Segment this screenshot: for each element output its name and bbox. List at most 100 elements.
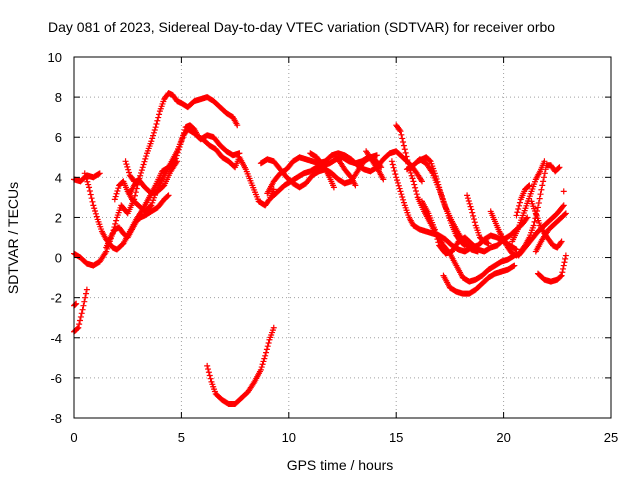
data-point [150, 129, 157, 136]
data-point [562, 210, 569, 217]
data-point [538, 186, 545, 193]
data-point [557, 273, 564, 280]
data-point [135, 178, 142, 185]
series-arc-25 [509, 158, 548, 245]
data-point [86, 184, 93, 191]
data-point [524, 214, 531, 221]
data-point [560, 202, 567, 209]
series-arc-18 [393, 122, 518, 285]
data-point [558, 238, 565, 245]
y-tick-label: -4 [50, 331, 62, 346]
data-point [152, 124, 159, 131]
series-arc-9 [71, 300, 80, 309]
data-point [513, 246, 520, 253]
data-point [83, 286, 90, 293]
data-point [92, 208, 99, 215]
data-point [138, 169, 145, 176]
data-point [426, 157, 433, 164]
data-point [259, 361, 266, 368]
data-point [413, 191, 420, 198]
series-arc-30 [534, 252, 569, 285]
data-point [89, 198, 96, 205]
data-point [534, 204, 541, 211]
data-point [525, 183, 532, 190]
data-point [113, 190, 120, 197]
data-point [556, 164, 563, 171]
data-point [435, 181, 442, 188]
data-point [204, 362, 211, 369]
data-point [470, 216, 477, 223]
data-point [236, 150, 243, 157]
y-tick-label: -8 [50, 411, 62, 426]
data-point [396, 127, 403, 134]
data-point [400, 139, 407, 146]
data-point [79, 306, 86, 313]
data-point [205, 366, 212, 373]
data-point [435, 239, 442, 246]
data-point [468, 206, 475, 213]
data-point [78, 310, 85, 317]
data-point [540, 174, 547, 181]
data-point [535, 200, 542, 207]
data-point [149, 135, 156, 142]
data-point [398, 131, 405, 138]
data-point [407, 169, 414, 176]
data-point [511, 262, 518, 269]
data-point [394, 177, 401, 184]
data-point [436, 184, 443, 191]
data-point [141, 158, 148, 165]
data-point [397, 128, 404, 135]
data-point [523, 215, 530, 222]
data-point [465, 197, 472, 204]
y-tick-label: 8 [55, 90, 62, 105]
data-point [82, 173, 89, 180]
data-point [431, 170, 438, 177]
data-point [142, 155, 149, 162]
data-point [397, 188, 404, 195]
data-point [439, 195, 446, 202]
data-point [81, 170, 88, 177]
data-point [88, 195, 95, 202]
data-point [400, 199, 407, 206]
data-point [403, 153, 410, 160]
data-point [438, 192, 445, 199]
data-point [559, 203, 566, 210]
data-point [464, 192, 471, 199]
series-arc-8 [71, 286, 90, 335]
data-point [260, 358, 267, 365]
data-point [92, 210, 99, 217]
data-point [412, 187, 419, 194]
data-point [418, 178, 425, 185]
series-arc-29 [513, 182, 533, 219]
x-tick-label: 15 [389, 430, 403, 445]
y-tick-label: -2 [50, 291, 62, 306]
data-point [562, 252, 569, 259]
data-point [85, 181, 92, 188]
y-tick-label: 4 [55, 170, 62, 185]
data-point [431, 226, 438, 233]
data-point [539, 182, 546, 189]
data-point [263, 346, 270, 353]
data-point [265, 339, 272, 346]
tick-labels: 0 5 10 15 20 25 -8 -6 -4 -2 0 2 4 6 8 10 [48, 50, 619, 445]
series-arc-23 [464, 192, 492, 247]
data-point [400, 142, 407, 149]
data-point [153, 120, 160, 127]
series-arc-6 [122, 158, 142, 185]
series-arc-26 [515, 188, 567, 259]
data-point [461, 241, 468, 248]
data-point [115, 185, 122, 192]
data-point [123, 161, 130, 168]
data-point [206, 372, 213, 379]
data-point [391, 167, 398, 174]
data-point [433, 175, 440, 182]
data-point [83, 290, 90, 297]
data-point [412, 184, 419, 191]
data-point [396, 185, 403, 192]
data-point [560, 262, 567, 269]
data-point [114, 187, 121, 194]
data-point [541, 170, 548, 177]
data-point [461, 242, 468, 249]
data-point [80, 302, 87, 309]
data-point [561, 259, 568, 266]
